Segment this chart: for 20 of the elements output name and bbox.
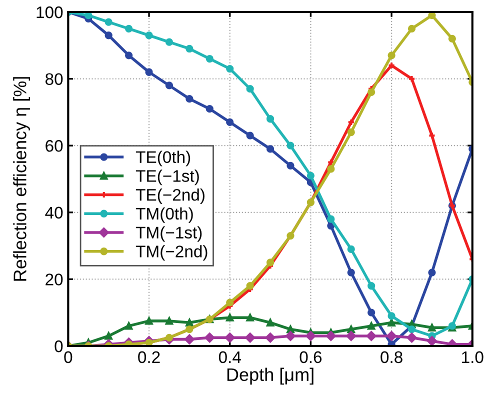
legend-label: TM(−1st)	[136, 226, 202, 242]
x-tick-label: 0	[64, 351, 72, 364]
y-tick-label: 0	[54, 340, 63, 352]
y-tick-label: 60	[46, 140, 63, 152]
x-tick-label: 1.0	[462, 351, 484, 364]
x-tick-label: 0.4	[218, 351, 241, 364]
x-tick-label: 0.2	[138, 351, 160, 364]
y-tick-label: 100	[36, 6, 63, 18]
y-tick-label: 80	[46, 73, 63, 86]
y-tick-label: 20	[46, 274, 63, 286]
legend-label: TE(0th)	[136, 150, 190, 166]
y-tick-label: 40	[45, 206, 63, 219]
legend-label: TM(−2nd)	[136, 245, 208, 261]
legend-label: TE(−2nd)	[136, 188, 204, 204]
y-axis-title: Reflection efficiency η [%]	[13, 77, 30, 281]
x-axis-title: Depth [μm]	[227, 368, 314, 385]
legend-label: TM(0th)	[136, 207, 193, 223]
x-tick-label: 0.6	[300, 351, 322, 364]
x-tick-label: 0.8	[380, 351, 402, 364]
legend-label: TE(−1st)	[136, 170, 199, 186]
